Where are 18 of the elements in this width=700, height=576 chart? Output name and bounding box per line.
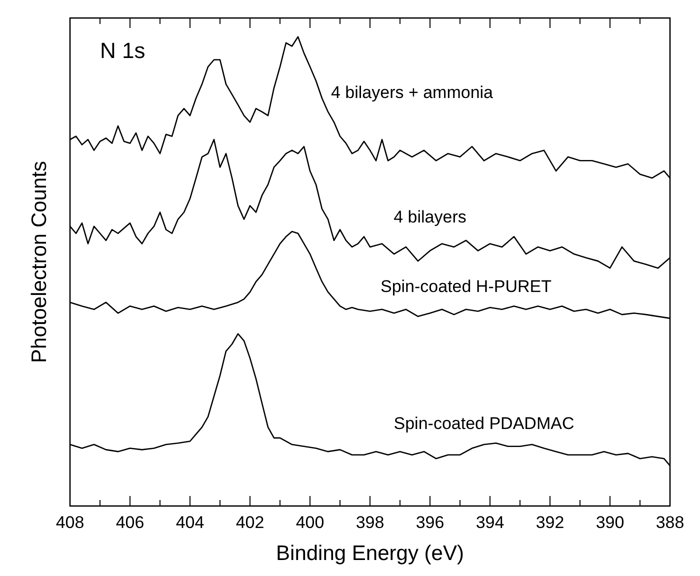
x-tick-label: 388 (656, 513, 684, 532)
x-tick-label: 404 (176, 513, 204, 532)
series-label: 4 bilayers (394, 208, 466, 227)
series-label: Spin-coated PDADMAC (394, 414, 574, 434)
annotation: N 1s (100, 38, 146, 63)
y-axis-title: Photoelectron Counts (28, 161, 51, 363)
x-tick-label: 398 (356, 513, 384, 532)
series-label: 4 bilayers + ammonia (330, 82, 494, 102)
x-axis-title: Binding Energy (eV) (276, 542, 464, 565)
x-tick-label: 392 (536, 513, 564, 532)
x-tick-label: 406 (116, 513, 144, 532)
series-label: Spin-coated H-PURET (380, 277, 552, 296)
x-tick-label: 408 (56, 513, 84, 532)
x-tick-label: 402 (236, 513, 264, 532)
x-tick-label: 394 (476, 513, 504, 532)
x-tick-label: 400 (296, 513, 324, 532)
x-tick-label: 396 (416, 513, 444, 532)
x-tick-label: 390 (596, 513, 624, 532)
